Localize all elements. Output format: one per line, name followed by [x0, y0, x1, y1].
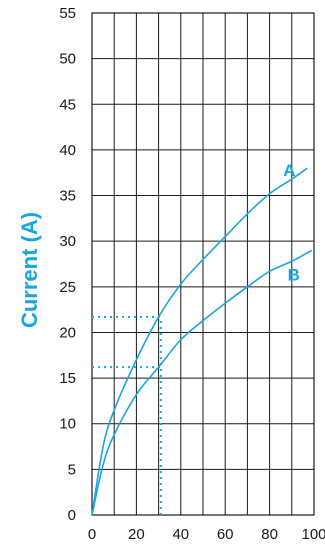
grid-lines: [91, 12, 315, 516]
reference-lines: [92, 315, 162, 515]
series-line-a: [91, 167, 308, 516]
y-tick-label: 20: [59, 324, 76, 341]
x-tick-label: 40: [172, 526, 189, 543]
y-axis-label: Current (A): [17, 212, 42, 328]
y-tick-label: 30: [59, 233, 76, 250]
y-tick-label: 15: [59, 370, 76, 387]
y-tick-label: 5: [68, 461, 76, 478]
series-line-b: [91, 249, 313, 516]
y-tick-label: 25: [59, 279, 76, 296]
x-tick-label: 80: [261, 526, 278, 543]
y-tick-label: 55: [59, 5, 76, 22]
plot-frame: [91, 12, 315, 516]
x-tick-label: 20: [128, 526, 145, 543]
curve-label-a: A: [283, 161, 295, 180]
y-tick-label: 35: [59, 188, 76, 205]
x-tick-label: 0: [88, 526, 96, 543]
x-tick-labels: 0 20 40 60 80 100: [88, 526, 325, 543]
series-lines: [91, 167, 313, 516]
y-tick-labels: 0 5 10 15 20 25 30 35 40 45 50 55: [59, 5, 76, 524]
curve-labels: AB: [283, 161, 300, 284]
y-tick-label: 10: [59, 416, 76, 433]
x-tick-label: 100: [301, 526, 325, 543]
y-tick-label: 50: [59, 51, 76, 68]
curve-label-b: B: [288, 265, 300, 284]
x-tick-label: 60: [217, 526, 234, 543]
y-tick-label: 40: [59, 142, 76, 159]
y-tick-label: 45: [59, 96, 76, 113]
y-tick-label: 0: [68, 507, 76, 524]
